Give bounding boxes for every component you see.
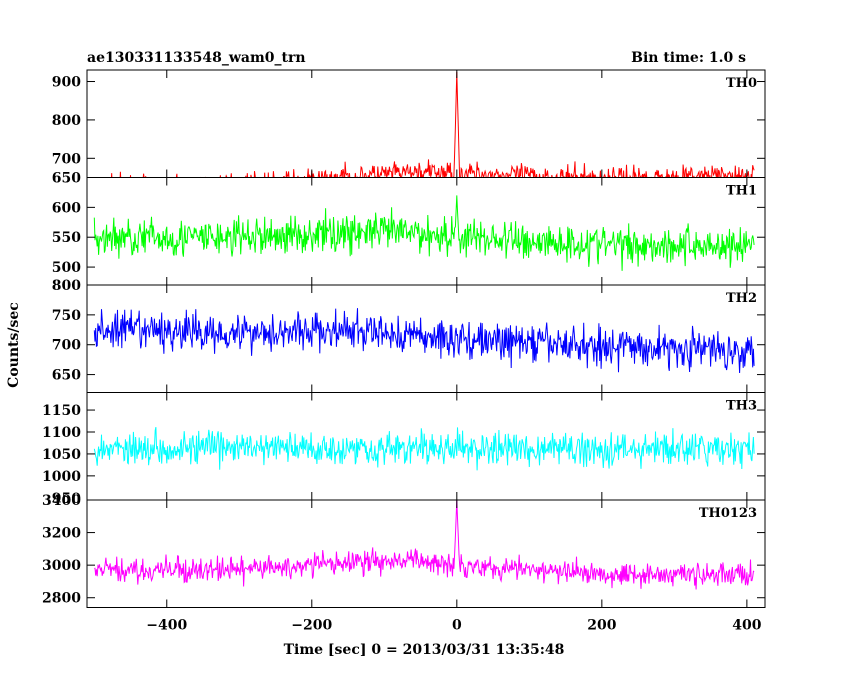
y-tick-label: 1150 <box>42 403 81 419</box>
x-tick-label: −400 <box>146 618 187 634</box>
y-tick-label: 800 <box>52 113 81 129</box>
y-tick-label: 750 <box>52 308 81 324</box>
x-axis-title: Time [sec] 0 = 2013/03/31 13:35:48 <box>284 642 565 658</box>
y-edge-label: 950 <box>52 491 81 507</box>
y-tick-label: 3200 <box>42 526 81 542</box>
panel-label-th1: TH1 <box>726 184 757 199</box>
y-tick-label: 600 <box>52 200 81 216</box>
panel-label-th0: TH0 <box>726 76 757 91</box>
series-line-th2 <box>93 308 755 374</box>
panels-group: 700 800 900 650 TH0 500 550 600 TH1 650 700 750 800 T… <box>42 69 766 608</box>
y-tick-label: 2800 <box>42 591 81 607</box>
x-tick-label: 200 <box>587 618 616 634</box>
panel-label-th2: TH2 <box>726 291 757 306</box>
y-tick-label: 1100 <box>42 425 81 441</box>
x-tick-label: 0 <box>452 618 462 634</box>
y-tick-label: 500 <box>52 260 81 276</box>
y-edge-label: 650 <box>52 171 81 187</box>
y-axis-title: Counts/sec <box>6 302 22 388</box>
panel-label-th0123: TH0123 <box>699 506 757 521</box>
x-tick-label: 400 <box>732 618 761 634</box>
y-edge-label: 3400 <box>42 493 81 509</box>
panel-frame-2 <box>86 177 766 286</box>
chart-title: ae130331133548_wam0_trn <box>87 50 306 66</box>
x-axis: −400 −200 0 200 400 <box>146 618 761 634</box>
y-tick-label: 700 <box>52 151 81 167</box>
panel-label-th3: TH3 <box>726 399 757 414</box>
y-tick-label: 700 <box>52 338 81 354</box>
bin-time-label: Bin time: 1.0 s <box>631 50 746 66</box>
y-tick-label: 650 <box>52 368 81 384</box>
series-line-th1 <box>93 195 755 271</box>
panel-frame-1 <box>86 69 766 178</box>
y-edge-label: 800 <box>52 278 81 294</box>
panel-frame-5 <box>86 499 766 608</box>
y-tick-label: 900 <box>52 75 81 91</box>
series-line-th3 <box>93 426 755 471</box>
series-line-th0 <box>110 71 755 178</box>
series-line-th0123 <box>94 500 755 590</box>
y-tick-label: 3000 <box>42 558 81 574</box>
x-tick-label: −200 <box>291 618 332 634</box>
y-tick-label: 550 <box>52 230 81 246</box>
y-tick-label: 1050 <box>42 447 81 463</box>
y-tick-label: 1000 <box>42 469 81 485</box>
